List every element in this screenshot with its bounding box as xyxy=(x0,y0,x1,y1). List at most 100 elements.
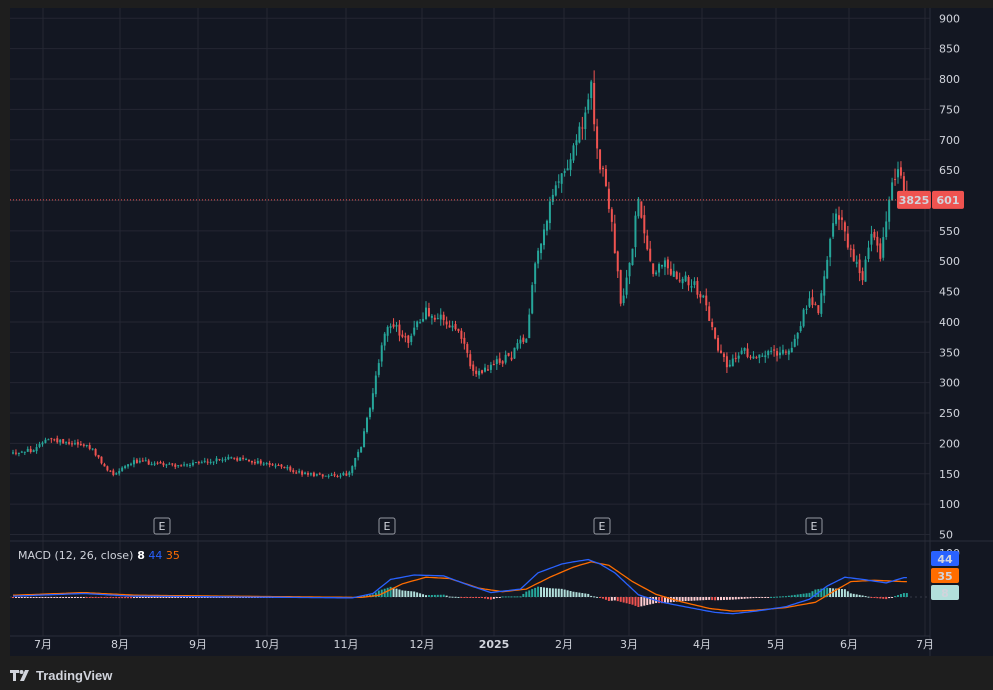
macd-histogram-bar xyxy=(189,597,191,598)
macd-histogram-bar xyxy=(363,595,366,597)
candle-body xyxy=(392,324,395,327)
candle-body xyxy=(902,176,905,192)
candle-body xyxy=(106,466,109,471)
macd-histogram-bar xyxy=(693,597,696,601)
candle-body xyxy=(221,459,224,461)
macd-histogram-bar xyxy=(575,592,578,597)
macd-histogram-bar xyxy=(634,597,637,606)
candle-body xyxy=(53,439,56,441)
candle-body xyxy=(271,464,274,466)
candle-body xyxy=(100,456,103,464)
macd-histogram-bar xyxy=(764,597,767,598)
x-tick-label: 7月 xyxy=(916,638,934,651)
macd-histogram-bar xyxy=(717,597,720,601)
macd-legend-signal: 35 xyxy=(162,549,180,562)
macd-histogram-bar xyxy=(112,597,115,599)
candle-body xyxy=(97,454,100,458)
last-price-badge xyxy=(932,190,964,209)
macd-histogram-bar xyxy=(513,596,516,598)
macd-histogram-bar xyxy=(460,597,463,598)
candle-body xyxy=(572,145,575,161)
candle-body xyxy=(150,464,153,466)
candle-body xyxy=(318,473,321,475)
candle-body xyxy=(430,315,433,318)
macd-histogram-bar xyxy=(62,597,65,598)
candle-body xyxy=(416,321,419,328)
candle-body xyxy=(451,325,454,328)
macd-histogram-bar xyxy=(708,597,711,600)
candle-body xyxy=(315,474,318,476)
macd-histogram-bar xyxy=(430,594,433,597)
macd-legend-hist: 8 xyxy=(133,549,144,562)
candle-body xyxy=(38,444,41,447)
macd-histogram-bar xyxy=(14,597,17,598)
candle-body xyxy=(684,275,687,282)
macd-histogram-bar xyxy=(832,588,835,597)
candle-body xyxy=(773,349,776,351)
candle-body xyxy=(796,332,799,339)
candle-body xyxy=(324,475,327,477)
candle-body xyxy=(242,457,245,459)
macd-histogram-bar xyxy=(607,597,610,601)
macd-histogram-bar xyxy=(749,597,752,599)
macd-histogram-bar xyxy=(374,592,377,597)
x-tick-label: 2月 xyxy=(555,638,573,651)
candle-body xyxy=(781,349,784,354)
macd-histogram-bar xyxy=(699,597,702,601)
price-count-label: 3825 xyxy=(899,194,930,207)
macd-histogram-bar xyxy=(690,597,693,601)
candle-body xyxy=(711,322,714,328)
macd-histogram-bar xyxy=(666,597,669,603)
macd-histogram-bar xyxy=(422,594,425,597)
candle-body xyxy=(363,431,366,448)
candle-body xyxy=(599,149,602,170)
macd-histogram-bar xyxy=(510,596,513,598)
candle-body xyxy=(469,354,472,367)
candle-body xyxy=(289,466,292,471)
candle-body xyxy=(274,465,277,467)
candle-body xyxy=(200,462,203,464)
candle-body xyxy=(268,462,271,465)
macd-histogram-bar xyxy=(720,597,722,601)
candle-body xyxy=(82,444,85,446)
candle-body xyxy=(203,460,206,462)
macd-histogram-bar xyxy=(153,597,156,598)
chart-canvas[interactable]: 5010015020025030035040045050055060065070… xyxy=(10,8,993,656)
candle-body xyxy=(401,334,404,337)
macd-histogram-bar xyxy=(209,597,212,598)
x-tick-label: 4月 xyxy=(693,638,711,651)
candle-body xyxy=(153,463,156,465)
candle-body xyxy=(227,457,230,460)
candle-body xyxy=(103,463,106,467)
candle-body xyxy=(59,439,62,443)
candle-body xyxy=(495,359,498,364)
candle-body xyxy=(138,460,141,463)
macd-histogram-bar xyxy=(65,597,68,598)
macd-histogram-bar xyxy=(784,596,787,598)
candle-body xyxy=(35,447,38,452)
macd-histogram-bar xyxy=(566,590,569,597)
candle-body xyxy=(678,280,681,282)
candle-body xyxy=(540,243,543,254)
candle-body xyxy=(637,198,640,217)
candle-body xyxy=(14,452,17,454)
macd-histogram-bar xyxy=(26,597,29,598)
macd-histogram-bar xyxy=(787,595,790,597)
candle-body xyxy=(236,458,239,461)
candle-body xyxy=(233,457,236,459)
macd-histogram-bar xyxy=(115,597,118,599)
macd-histogram-bar xyxy=(838,588,840,597)
candle-body xyxy=(899,167,902,176)
candle-body xyxy=(879,243,882,259)
macd-histogram-bar xyxy=(79,597,82,598)
macd-histogram-bar xyxy=(73,597,76,598)
macd-histogram-bar xyxy=(758,597,761,598)
macd-histogram-bar xyxy=(366,595,368,597)
candle-body xyxy=(897,169,899,178)
earnings-marker-label: E xyxy=(599,520,606,533)
macd-histogram-bar xyxy=(569,591,572,597)
candle-body xyxy=(811,297,814,305)
candle-body xyxy=(790,347,793,353)
candle-body xyxy=(377,363,380,375)
